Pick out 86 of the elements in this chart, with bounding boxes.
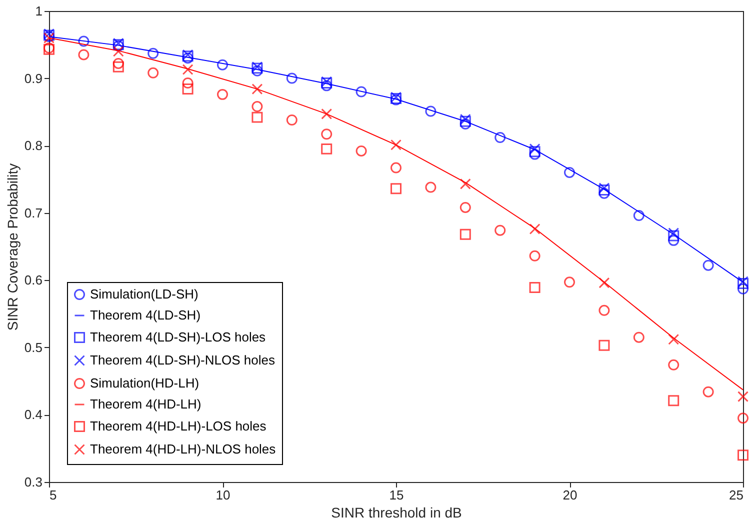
point bbox=[668, 359, 680, 370]
point bbox=[494, 224, 506, 236]
point bbox=[217, 88, 228, 100]
point bbox=[321, 143, 332, 154]
point bbox=[252, 65, 263, 76]
point bbox=[390, 162, 402, 174]
point bbox=[321, 108, 332, 120]
x-axis-title: SINR threshold in dB bbox=[331, 504, 462, 520]
x-tick-label: 25 bbox=[729, 488, 744, 502]
point bbox=[112, 58, 124, 69]
point bbox=[633, 332, 644, 343]
point bbox=[529, 143, 540, 154]
point bbox=[460, 178, 471, 190]
point bbox=[738, 278, 748, 289]
point bbox=[460, 228, 471, 240]
point bbox=[78, 36, 90, 47]
point bbox=[252, 112, 263, 123]
point bbox=[182, 64, 194, 76]
point bbox=[668, 230, 680, 242]
point bbox=[182, 84, 194, 95]
point bbox=[217, 59, 228, 70]
point bbox=[112, 61, 124, 72]
y-tick-label: 0.9 bbox=[24, 70, 42, 86]
legend-label: Theorem 4(HD-LH) bbox=[90, 396, 202, 412]
point bbox=[702, 386, 714, 398]
point bbox=[356, 145, 367, 156]
point bbox=[702, 260, 714, 271]
point bbox=[738, 276, 748, 287]
y-tick-label: 0.4 bbox=[24, 407, 42, 422]
point bbox=[286, 114, 298, 126]
point bbox=[564, 276, 575, 288]
y-tick-label: 0.7 bbox=[24, 205, 42, 220]
point bbox=[321, 128, 332, 140]
point bbox=[738, 450, 748, 461]
legend-label: Theorem 4(LD-SH)-NLOS holes bbox=[90, 352, 276, 368]
point bbox=[460, 202, 471, 213]
x-tick-label: 20 bbox=[562, 488, 578, 502]
point bbox=[738, 412, 748, 424]
point bbox=[390, 139, 402, 150]
legend-label: Theorem 4(LD-SH)-LOS holes bbox=[90, 330, 266, 344]
point bbox=[182, 78, 194, 88]
point bbox=[356, 86, 367, 98]
x-tick-label: 5 bbox=[50, 488, 57, 502]
point bbox=[564, 167, 575, 178]
y-tick-label: 0.6 bbox=[24, 272, 42, 288]
y-axis-title: SINR Coverage Probability bbox=[4, 163, 20, 331]
y-tick-label: 1 bbox=[35, 4, 42, 18]
point bbox=[529, 148, 540, 160]
y-tick-label: 0.5 bbox=[24, 340, 42, 355]
point bbox=[529, 224, 540, 234]
point bbox=[252, 101, 263, 112]
point bbox=[425, 182, 436, 193]
legend-label: Theorem 4(HD-LH)-LOS holes bbox=[90, 418, 267, 434]
point bbox=[668, 334, 680, 345]
point bbox=[148, 48, 159, 59]
point bbox=[148, 67, 159, 78]
point bbox=[321, 80, 332, 92]
point bbox=[598, 340, 610, 351]
point bbox=[633, 210, 644, 222]
point bbox=[78, 49, 90, 60]
point bbox=[425, 106, 436, 117]
x-tick-label: 10 bbox=[216, 488, 230, 502]
legend-label: Theorem 4(HD-LH)-NLOS holes bbox=[90, 442, 276, 456]
point bbox=[494, 132, 506, 143]
y-tick-label: 0.3 bbox=[24, 474, 42, 490]
legend-label: Simulation(LD-SH) bbox=[90, 286, 198, 302]
point bbox=[598, 188, 610, 199]
point bbox=[668, 228, 680, 239]
point bbox=[529, 146, 540, 158]
point bbox=[738, 391, 748, 402]
point bbox=[668, 234, 680, 246]
point bbox=[529, 282, 540, 294]
legend-label: Simulation(HD-LH) bbox=[90, 376, 200, 390]
point bbox=[598, 277, 610, 288]
point bbox=[390, 183, 402, 194]
point bbox=[252, 84, 263, 95]
point bbox=[529, 250, 540, 262]
point bbox=[460, 118, 471, 130]
point bbox=[598, 304, 610, 316]
legend-label: Theorem 4(LD-SH) bbox=[90, 308, 201, 322]
point bbox=[738, 283, 748, 294]
point bbox=[286, 72, 298, 84]
point bbox=[668, 395, 680, 406]
point bbox=[112, 46, 124, 57]
y-tick-label: 0.8 bbox=[24, 138, 42, 154]
x-tick-label: 15 bbox=[389, 488, 404, 502]
